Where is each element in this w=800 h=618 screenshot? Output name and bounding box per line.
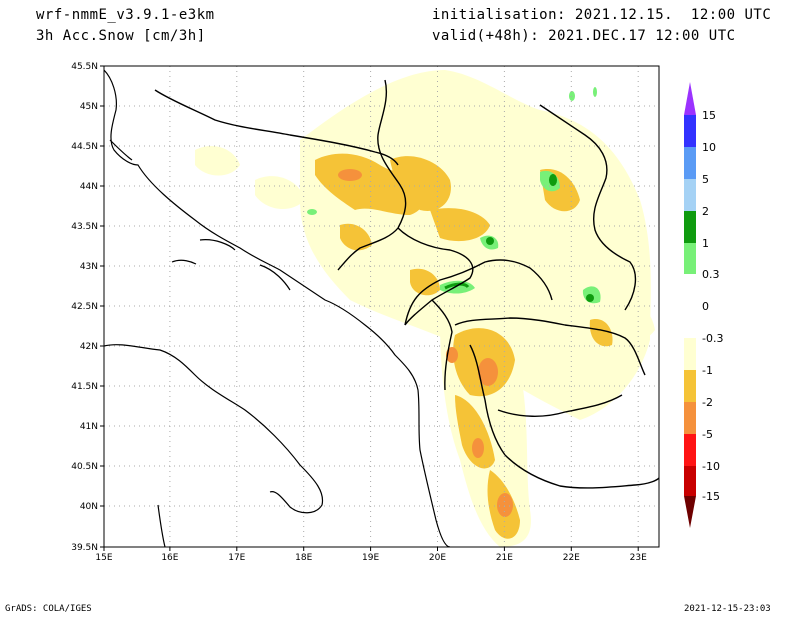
coastline [104,69,451,547]
lon-label: 23E [630,553,647,563]
colorbar-top-arrow [684,82,696,115]
lat-label: 45.5N [71,62,98,72]
lat-label: 42.5N [71,302,98,312]
lon-label: 16E [161,553,178,563]
footer-software: GrADS: COLA/IGES [5,604,92,614]
field-name: 3h Acc.Snow [cm/3h] [36,28,206,44]
colorbar-label: 15 [702,109,716,122]
colorbar-segment [684,147,696,179]
lon-label: 19E [362,553,379,563]
colorbar-label: 5 [702,173,709,186]
colorbar-label: -10 [702,460,720,473]
colorbar-label: 1 [702,237,709,250]
colorbar-labels: 15 10 5 2 1 0.3 0 -0.3 -1 -2 -5 -10 -15 [702,109,723,503]
lat-label: 43N [80,262,98,272]
colorbar-segment [684,306,696,338]
country-borders [154,79,659,489]
lat-label: 39.5N [71,543,98,553]
lat-label: 42N [80,342,98,352]
lat-labels: 45.5N 45N 44.5N 44N 43.5N 43N 42.5N 42N … [71,62,98,553]
colorbar-segment [684,370,696,402]
colorbar-label: 0 [702,300,709,313]
colorbar-label: -5 [702,428,713,441]
axis-ticks [100,65,639,551]
lat-label: 40.5N [71,462,98,472]
lat-label: 44N [80,182,98,192]
snow-band-heavy [338,169,513,517]
model-name: wrf-nmmE_v3.9.1-e3km [36,7,215,23]
lon-labels: 15E 16E 17E 18E 19E 20E 21E 22E 23E [95,553,647,563]
colorbar-label: 0.3 [702,268,720,281]
lat-label: 45N [80,102,98,112]
lon-label: 21E [496,553,513,563]
colorbar-label: -1 [702,364,713,377]
colorbar-segment [684,466,696,496]
colorbar-label: -0.3 [702,332,723,345]
lat-label: 41N [80,422,98,432]
colorbar-label: -2 [702,396,713,409]
footer-timestamp: 2021-12-15-23:03 [684,604,771,614]
colorbar-label: 10 [702,141,716,154]
lon-label: 18E [295,553,312,563]
colorbar-segment [684,243,696,274]
colorbar-segment [684,338,696,370]
snow-band-moderate [315,153,613,539]
lon-label: 17E [228,553,245,563]
lat-label: 40N [80,502,98,512]
colorbar [684,82,696,528]
colorbar-label: -15 [702,490,720,503]
valid-time: valid(+48h): 2021.DEC.17 12:00 UTC [432,28,736,44]
colorbar-segment [684,211,696,243]
lon-label: 20E [429,553,446,563]
colorbar-bottom-arrow [684,496,696,528]
map-area [104,66,659,547]
colorbar-segment [684,115,696,147]
lat-label: 43.5N [71,222,98,232]
lat-label: 41.5N [71,382,98,392]
lat-label: 44.5N [71,142,98,152]
init-time: initialisation: 2021.12.15. 12:00 UTC [432,7,772,23]
colorbar-segment [684,179,696,211]
lon-label: 22E [563,553,580,563]
colorbar-label: 2 [702,205,709,218]
colorbar-segment [684,274,696,306]
colorbar-segment [684,434,696,466]
colorbar-segment [684,402,696,434]
lon-label: 15E [95,553,112,563]
